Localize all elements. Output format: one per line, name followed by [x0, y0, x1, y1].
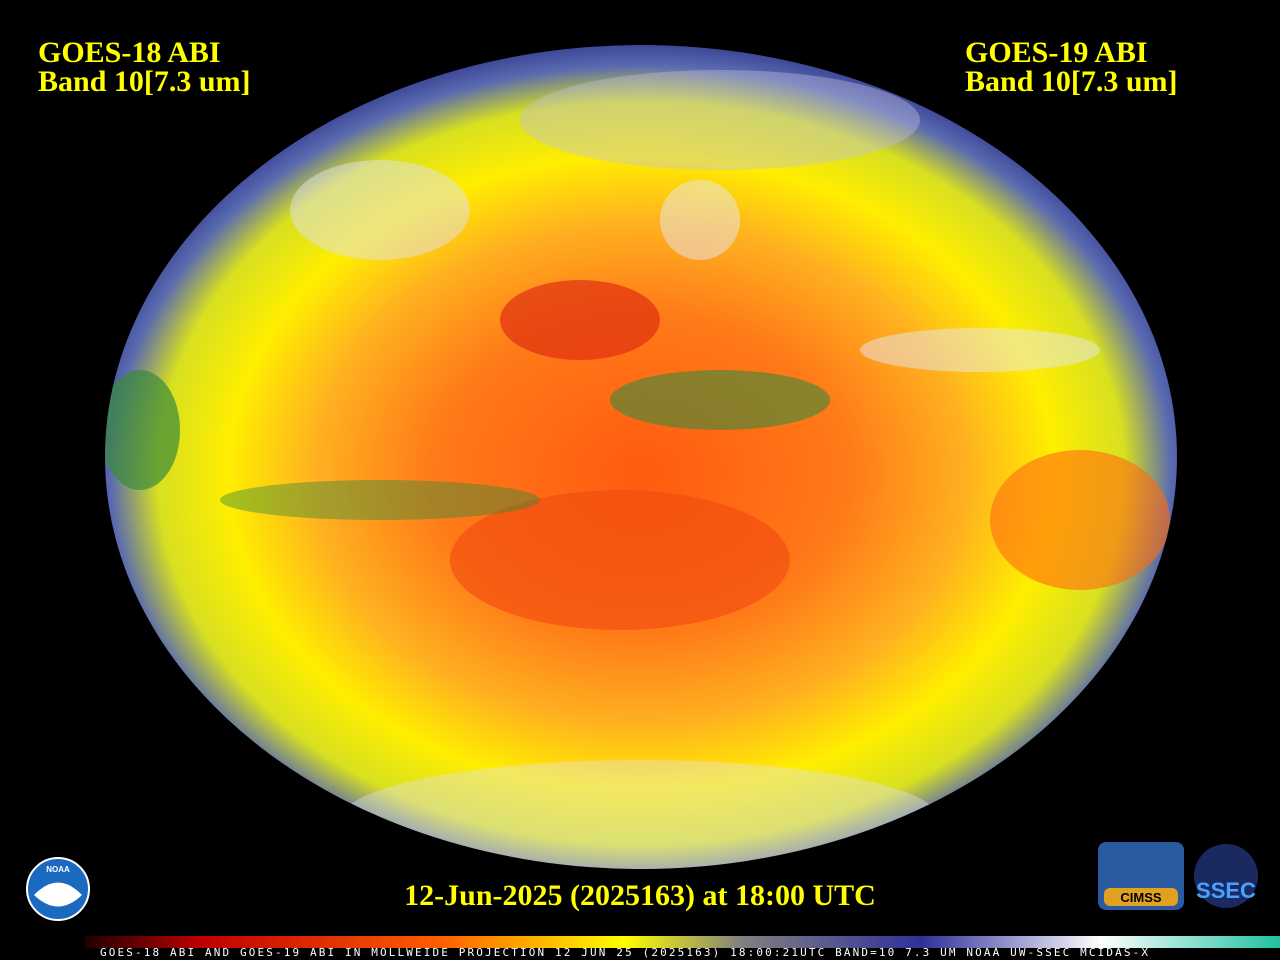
weather-features — [105, 70, 1170, 869]
cimss-logo: CIMSS — [1098, 842, 1184, 910]
left-band: Band 10[7.3 um] — [38, 65, 251, 98]
ssec-label: SSEC — [1196, 878, 1256, 903]
right-band: Band 10[7.3 um] — [965, 65, 1178, 98]
earth-disk — [105, 45, 1177, 869]
left-satellite: GOES-18 ABI — [38, 36, 221, 69]
ssec-logo: SSEC — [1194, 844, 1258, 908]
color-bar — [85, 936, 1280, 948]
cimss-label: CIMSS — [1120, 890, 1162, 905]
noaa-label: NOAA — [46, 865, 70, 874]
noaa-logo: NOAA — [26, 857, 90, 921]
timestamp: 12-Jun-2025 (2025163) at 18:00 UTC — [404, 879, 876, 912]
right-satellite: GOES-19 ABI — [965, 36, 1148, 69]
